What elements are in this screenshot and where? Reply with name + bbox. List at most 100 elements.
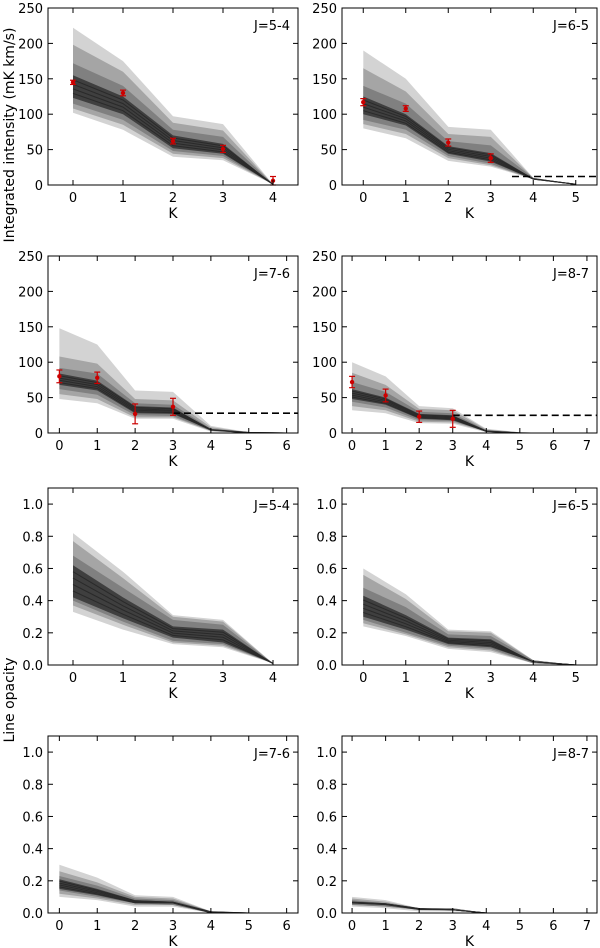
panel-1: 0 1 2 3 4 0 50 100 150 200 250 K J=5-4	[18, 2, 299, 222]
panel-3: 0 1 2 3 4 5 6 0 50 100 150 200 250 K J=7-6	[18, 250, 299, 470]
observed-point	[57, 374, 62, 379]
x-tick-label: 0	[359, 671, 367, 686]
x-tick-label: 4	[207, 919, 215, 934]
x-axis-label: K	[168, 454, 178, 470]
x-tick-label: 4	[269, 191, 277, 206]
plot-frame	[341, 487, 598, 666]
observed-point	[220, 146, 226, 152]
y-tick-label: 200	[18, 37, 43, 52]
y-tick-label: 50	[320, 392, 337, 407]
y-tick-label: 0.2	[316, 875, 337, 890]
x-tick-label: 3	[487, 191, 495, 206]
panel-5: 0 1 2 3 4 0.0 0.2 0.4 0.6 0.8 1.0 K J=5-4	[22, 487, 299, 702]
band-core	[73, 75, 273, 185]
panel-6: 0 1 2 3 4 5 0.0 0.2 0.4 0.6 0.8 1.0 K J=6-5	[316, 487, 598, 702]
y-tick-label: 250	[312, 250, 337, 265]
x-tick-label: 5	[245, 439, 253, 454]
core-line-4	[72, 571, 274, 664]
panel-title: J=5-4	[253, 19, 290, 34]
x-axis-label: K	[168, 934, 178, 948]
y-tick-label: 0.4	[22, 843, 43, 858]
plot-frame	[341, 735, 598, 914]
y-tick-label: 0.0	[22, 659, 43, 674]
x-tick-label: 4	[482, 919, 490, 934]
core-line-4	[363, 599, 576, 666]
y-tick-label: 0.8	[316, 778, 337, 793]
x-axis-label: K	[168, 206, 178, 222]
y-tick-label: 0.0	[22, 907, 43, 922]
observed-point	[120, 90, 126, 96]
x-axis-label: K	[465, 454, 475, 470]
y-tick-label: 200	[312, 285, 337, 300]
x-tick-label: 3	[219, 191, 227, 206]
x-tick-label: 5	[516, 919, 524, 934]
panel-title: J=7-6	[253, 747, 290, 762]
x-tick-label: 2	[131, 919, 139, 934]
x-tick-label: 5	[516, 439, 524, 454]
y-tick-label: 150	[312, 321, 337, 336]
y-tick-label: 0.6	[316, 562, 337, 577]
y-tick-label: 0	[35, 427, 43, 442]
y-tick-label: 1.0	[316, 746, 337, 761]
y-tick-label: 200	[18, 285, 43, 300]
y-tick-label: 100	[312, 356, 337, 371]
y-tick-label: 0.8	[22, 778, 43, 793]
x-tick-label: 3	[449, 439, 457, 454]
y-tick-label: 0.6	[22, 562, 43, 577]
x-tick-label: 4	[482, 439, 490, 454]
panel-7: 0 1 2 3 4 5 6 0.0 0.2 0.4 0.6 0.8 1.0 K J=7-6	[22, 735, 299, 948]
y-tick-label: 50	[26, 144, 43, 159]
x-tick-label: 6	[549, 919, 557, 934]
y-tick-label: 0.6	[22, 810, 43, 825]
y-tick-label: 0.0	[316, 659, 337, 674]
observed-point	[488, 155, 493, 161]
x-axis-label: K	[465, 934, 475, 948]
y-tick-label: 50	[320, 144, 337, 159]
observed-point	[383, 393, 388, 398]
y-tick-label: 0	[329, 427, 337, 442]
y-tick-label: 0.4	[316, 595, 337, 610]
observed-point	[170, 138, 176, 144]
plot-frame	[341, 7, 598, 186]
y-tick-label: 100	[18, 356, 43, 371]
panel-4: 0 1 2 3 4 5 6 7 0 50 100 150 200 250 K J=8-7	[312, 250, 598, 470]
x-tick-label: 1	[93, 919, 101, 934]
x-tick-label: 6	[549, 439, 557, 454]
y-tick-label: 150	[18, 321, 43, 336]
panel-title: J=8-7	[552, 267, 589, 282]
x-tick-label: 1	[402, 191, 410, 206]
x-tick-label: 4	[529, 191, 537, 206]
observed-point	[349, 379, 355, 385]
x-tick-label: 3	[169, 919, 177, 934]
x-tick-label: 4	[529, 671, 537, 686]
x-tick-label: 5	[572, 191, 580, 206]
plot-frame	[341, 255, 598, 434]
x-tick-label: 1	[381, 439, 389, 454]
x-tick-label: 5	[245, 919, 253, 934]
y-tick-label: 200	[312, 37, 337, 52]
core-line-2	[72, 584, 274, 664]
x-tick-label: 3	[169, 439, 177, 454]
x-tick-label: 0	[69, 671, 77, 686]
y-tick-label: 0.8	[22, 530, 43, 545]
x-tick-label: 2	[169, 191, 177, 206]
panel-title: J=7-6	[253, 267, 290, 282]
core-line-1	[72, 92, 274, 185]
y-tick-label: 1.0	[316, 498, 337, 513]
y-tick-label: 0.4	[22, 595, 43, 610]
x-tick-label: 0	[348, 439, 356, 454]
x-tick-label: 1	[119, 191, 127, 206]
y-tick-label: 250	[312, 2, 337, 17]
x-tick-label: 5	[572, 671, 580, 686]
x-tick-label: 2	[444, 671, 452, 686]
observed-point	[446, 140, 451, 145]
y-tick-label: 0	[329, 179, 337, 194]
x-tick-label: 0	[55, 439, 63, 454]
x-tick-label: 7	[583, 439, 591, 454]
x-tick-label: 0	[348, 919, 356, 934]
observed-point	[95, 375, 100, 380]
x-tick-label: 0	[69, 191, 77, 206]
y-axis-label-opacity: Line opacity	[2, 657, 18, 742]
